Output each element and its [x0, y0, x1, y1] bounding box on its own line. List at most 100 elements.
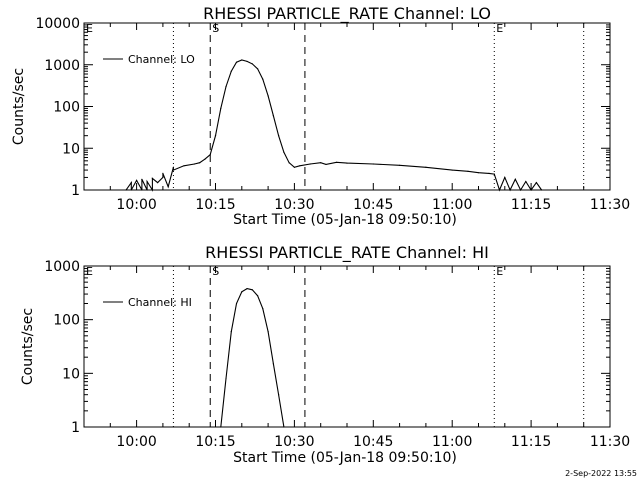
plot-hi: RHESSI PARTICLE_RATE Channel: HI 10:00 10:… — [20, 243, 630, 466]
data-point — [220, 426, 221, 427]
x-tick-label: 10:45 — [353, 434, 393, 450]
data-point — [194, 163, 195, 164]
data-point — [257, 68, 258, 69]
marker-label: E — [496, 22, 503, 35]
data-point — [241, 59, 242, 60]
data-point — [278, 394, 279, 395]
data-point — [273, 115, 274, 116]
data-point — [325, 164, 326, 165]
data-point — [125, 189, 126, 190]
data-point — [504, 177, 505, 178]
data-point — [141, 189, 142, 190]
data-point — [346, 163, 347, 164]
y-axis-label: Counts/sec — [20, 308, 36, 385]
x-tick-label: 10:30 — [274, 434, 314, 450]
data-point — [199, 162, 200, 163]
y-tick-label: 1000 — [44, 58, 80, 74]
y-tick-label: 100 — [53, 313, 80, 329]
plot-lo: RHESSI PARTICLE_RATE Channel: LO 10:00 10:… — [11, 4, 630, 228]
x-tick-label: 10:30 — [274, 197, 314, 213]
data-point — [536, 182, 537, 183]
data-point — [162, 173, 163, 174]
data-point — [268, 95, 269, 96]
data-point — [283, 152, 284, 153]
x-tick-label: 11:30 — [590, 197, 630, 213]
data-point — [268, 331, 269, 332]
data-point — [425, 167, 426, 168]
data-point — [252, 289, 253, 290]
data-point — [373, 163, 374, 164]
x-tick-label: 11:00 — [432, 434, 472, 450]
data-point — [399, 165, 400, 166]
plot-frame — [84, 23, 610, 190]
data-point — [283, 426, 284, 427]
data-point — [136, 180, 137, 181]
marker-label: E — [86, 22, 93, 35]
data-point — [299, 165, 300, 166]
data-point — [231, 71, 232, 72]
x-tick-label: 10:45 — [353, 197, 393, 213]
x-axis-label: Start Time (05-Jan-18 09:50:10) — [233, 450, 457, 466]
timestamp-label: 2-Sep-2022 13:55 — [565, 469, 637, 478]
y-tick-label: 10000 — [35, 16, 80, 32]
data-point — [273, 363, 274, 364]
x-tick-label: 10:15 — [195, 434, 235, 450]
y-tick-label: 1 — [71, 183, 80, 199]
data-point — [141, 179, 142, 180]
data-point — [183, 165, 184, 166]
data-point — [225, 86, 226, 87]
series-line-lo — [126, 60, 541, 190]
data-point — [452, 169, 453, 170]
x-tick-label: 11:15 — [511, 434, 551, 450]
data-point — [210, 154, 211, 155]
chart-title: RHESSI PARTICLE_RATE Channel: HI — [205, 243, 489, 263]
data-point — [467, 171, 468, 172]
data-point — [204, 158, 205, 159]
data-point — [131, 189, 132, 190]
data-point — [157, 182, 158, 183]
data-point — [168, 186, 169, 187]
data-point — [336, 162, 337, 163]
data-point — [257, 295, 258, 296]
x-tick-label: 10:00 — [116, 434, 156, 450]
x-tick-label: 11:30 — [590, 434, 630, 450]
x-axis-label: Start Time (05-Jan-18 09:50:10) — [233, 212, 457, 228]
data-point — [262, 79, 263, 80]
marker-label: E — [496, 265, 503, 278]
marker-label: E — [86, 265, 93, 278]
data-point — [252, 63, 253, 64]
data-point — [152, 189, 153, 190]
data-point — [488, 173, 489, 174]
data-point — [152, 178, 153, 179]
data-point — [236, 62, 237, 63]
data-point — [531, 189, 532, 190]
chart-title: RHESSI PARTICLE_RATE Channel: LO — [203, 4, 491, 24]
data-point — [262, 308, 263, 309]
data-point — [310, 163, 311, 164]
data-point — [173, 167, 174, 168]
data-point — [541, 189, 542, 190]
marker-label: S — [212, 22, 219, 35]
series-line-hi — [221, 289, 284, 427]
legend-label: Channel: LO — [128, 53, 195, 66]
x-tick-label: 10:00 — [116, 197, 156, 213]
data-point — [494, 174, 495, 175]
y-tick-label: 1000 — [44, 259, 80, 275]
x-tick-label: 11:00 — [432, 197, 472, 213]
data-point — [147, 181, 148, 182]
data-point — [241, 291, 242, 292]
data-point — [220, 108, 221, 109]
plot-frame — [84, 266, 610, 427]
data-point — [278, 135, 279, 136]
data-point — [215, 135, 216, 136]
data-point — [147, 189, 148, 190]
data-point — [162, 177, 163, 178]
data-point — [515, 179, 516, 180]
data-point — [173, 169, 174, 170]
data-point — [225, 378, 226, 379]
y-tick-label: 10 — [62, 366, 80, 382]
data-point — [131, 182, 132, 183]
data-point — [520, 189, 521, 190]
